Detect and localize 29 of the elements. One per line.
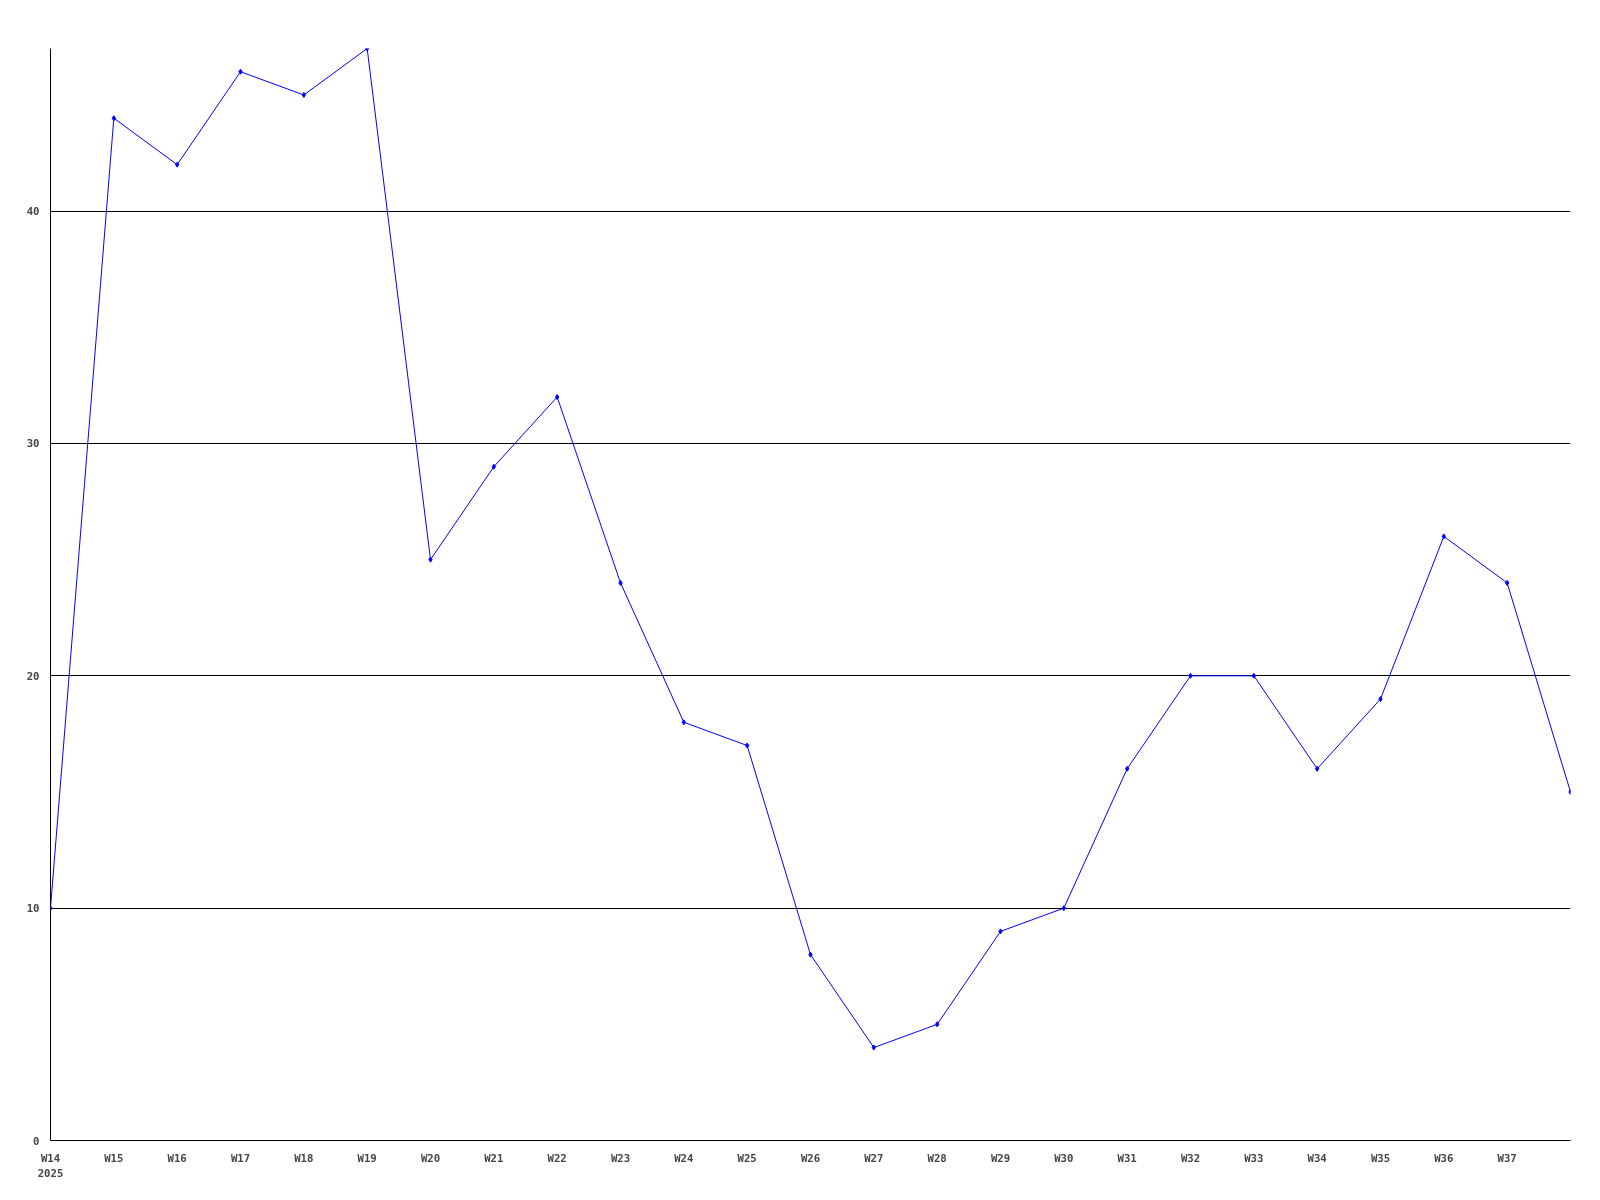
x-tick-label: W26 [800, 1151, 821, 1165]
x-tick-label: W32 [1180, 1151, 1201, 1165]
x-tick-label: W35 [1370, 1151, 1391, 1165]
x-tick-label: W20 [420, 1151, 441, 1165]
x-tick-label: W18 [294, 1151, 314, 1165]
x-tick-label: W23 [610, 1151, 631, 1165]
x-tick-label: W29 [990, 1151, 1011, 1165]
y-tick-label: 20 [26, 669, 40, 683]
x-tick-label: W16 [167, 1151, 187, 1165]
x-tick-label: W25 [737, 1151, 757, 1165]
x-tick-label: W33 [1244, 1151, 1264, 1165]
x-tick-label: W19 [357, 1151, 377, 1165]
x-tick-label: W31 [1117, 1151, 1137, 1165]
y-tick-label: 0 [33, 1134, 40, 1148]
x-tick-label: W17 [230, 1151, 251, 1165]
x-tick-label: W37 [1497, 1151, 1517, 1165]
x-tick-label: W15 [104, 1151, 124, 1165]
x-tick-label: W30 [1054, 1151, 1074, 1165]
x-tick-label: W24 [674, 1151, 694, 1165]
y-tick-label: 10 [26, 902, 40, 916]
x-tick-label: W14 2025 [37, 1151, 64, 1181]
y-tick-label: 40 [26, 205, 40, 219]
x-tick-label: W28 [927, 1151, 947, 1165]
x-tick-label: W21 [484, 1151, 504, 1165]
x-tick-label: W22 [547, 1151, 567, 1165]
x-tick-label: W34 [1307, 1151, 1327, 1165]
x-tick-label: W36 [1434, 1151, 1454, 1165]
x-tick-label: W27 [864, 1151, 884, 1165]
y-tick-label: 30 [26, 437, 40, 451]
